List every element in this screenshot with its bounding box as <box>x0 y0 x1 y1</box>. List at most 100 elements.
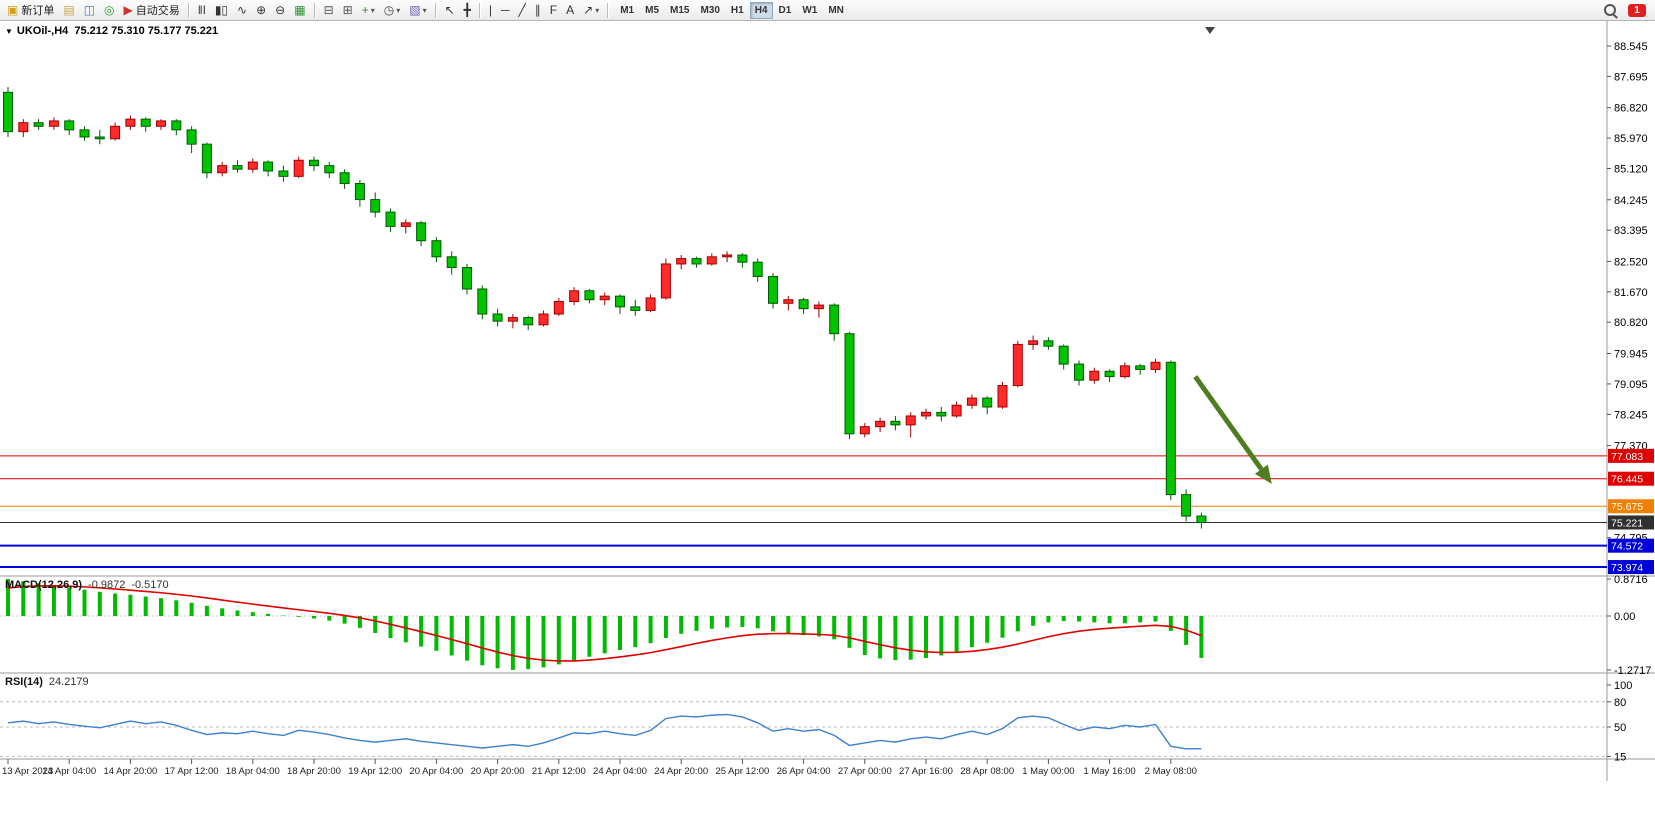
profiles-button[interactable]: ▤ <box>59 1 78 19</box>
timeframe-h4[interactable]: H4 <box>749 1 773 19</box>
toolbar-buttons: ▣ 新订单 ▤ ◫ ◎ ▶ 自动交易 ǁǀ ▮▯ ∿ ⊕ ⊖ ▦ ⊟ ⊞ + ▾ ◷ ▾ ▧ ▾ ↖ ╋ | ─ ╱ ∥ F A ↗ ▾ <box>3 1 612 19</box>
toolbar-separator <box>478 2 481 18</box>
line-chart-button[interactable]: ∿ <box>233 1 251 19</box>
svg-text:81.670: 81.670 <box>1614 287 1648 299</box>
main-chart-panel[interactable] <box>0 27 1607 569</box>
svg-text:86.820: 86.820 <box>1614 103 1648 115</box>
svg-text:1 May 16:00: 1 May 16:00 <box>1083 766 1135 777</box>
price-tag <box>1608 560 1654 575</box>
svg-text:77.083: 77.083 <box>1611 451 1643 463</box>
periods-button[interactable]: ◷ ▾ <box>380 1 405 19</box>
rsi-panel[interactable]: 100 80 50 15 <box>0 680 1632 763</box>
dropdown-caret-icon: ▾ <box>422 5 427 15</box>
candles-layer[interactable] <box>3 86 1207 529</box>
add-indicator-icon: + <box>361 3 369 17</box>
timeframe-m15[interactable]: M15 <box>665 2 694 19</box>
tile-windows-button[interactable]: ▦ <box>290 1 309 19</box>
notification-badge[interactable]: 1 <box>1628 3 1646 17</box>
zoom-in-button[interactable]: ⊕ <box>252 1 270 19</box>
macd-panel[interactable]: 0.8716 0.00 -1.2717 <box>0 574 1651 677</box>
timeframe-m1[interactable]: M1 <box>615 2 639 19</box>
auto-trading-icon: ▶ <box>123 3 133 17</box>
chart-region: 88.545 87.695 86.820 85.970 85.120 84.245 83.3… <box>0 21 1655 825</box>
toolbar-separator <box>607 2 610 18</box>
crosshair-button[interactable]: ╋ <box>460 1 475 19</box>
crosshair-icon: ╋ <box>463 3 471 17</box>
fibonacci-icon: F <box>549 3 558 17</box>
timeframe-mn[interactable]: MN <box>823 2 849 19</box>
channel-button[interactable]: ∥ <box>531 1 545 19</box>
price-tag <box>1608 515 1654 530</box>
candlestick-chart-button[interactable]: ▮▯ <box>211 1 232 19</box>
svg-text:27 Apr 16:00: 27 Apr 16:00 <box>899 766 953 777</box>
timeframe-buttons: M1 M5 M15 M30 H1 H4 D1 W1 MN <box>615 1 849 19</box>
trendline-button[interactable]: ╱ <box>515 1 530 19</box>
svg-text:17 Apr 12:00: 17 Apr 12:00 <box>165 766 219 777</box>
auto-trading-button-label: 自动交易 <box>135 5 180 17</box>
market-watch-button[interactable]: ◫ <box>80 1 99 19</box>
auto-trading-button[interactable]: ▶ 自动交易 <box>120 1 184 19</box>
price-scale[interactable]: 88.545 87.695 86.820 85.970 85.120 84.245 83.3… <box>1607 41 1654 575</box>
svg-text:18 Apr 20:00: 18 Apr 20:00 <box>287 766 341 777</box>
timeframe-w1[interactable]: W1 <box>797 2 822 19</box>
zoom-out-button[interactable]: ⊖ <box>271 1 289 19</box>
zoom-out-icon: ⊖ <box>275 3 286 17</box>
search-button[interactable] <box>1600 1 1620 19</box>
timeframe-m30[interactable]: M30 <box>695 2 724 19</box>
new-order-button[interactable]: ▣ 新订单 <box>3 1 58 19</box>
chart-canvas[interactable]: 88.545 87.695 86.820 85.970 85.120 84.245 83.3… <box>0 21 1655 825</box>
new-order-button-label: 新订单 <box>21 5 55 17</box>
svg-text:15: 15 <box>1614 751 1626 763</box>
svg-text:-1.2717: -1.2717 <box>1614 665 1651 677</box>
vertical-line-button[interactable]: | <box>485 1 496 19</box>
toolbar: ▣ 新订单 ▤ ◫ ◎ ▶ 自动交易 ǁǀ ▮▯ ∿ ⊕ ⊖ ▦ ⊟ ⊞ + ▾ ◷ ▾ ▧ ▾ ↖ ╋ | ─ ╱ ∥ F A ↗ ▾ M… <box>0 0 1655 21</box>
trend-arrow-head <box>1254 464 1272 484</box>
templates-button[interactable]: ▧ ▾ <box>405 1 430 19</box>
arrange-vertical-icon: ⊞ <box>342 3 353 17</box>
template-icon: ▧ <box>409 3 421 17</box>
arrange-horizontal-icon: ⊟ <box>323 3 334 17</box>
svg-text:24 Apr 04:00: 24 Apr 04:00 <box>593 766 647 777</box>
svg-text:18 Apr 04:00: 18 Apr 04:00 <box>226 766 280 777</box>
svg-text:27 Apr 00:00: 27 Apr 00:00 <box>838 766 892 777</box>
trendline-icon: ╱ <box>518 3 526 17</box>
chart-shift-marker-icon[interactable] <box>1205 27 1215 34</box>
svg-text:78.245: 78.245 <box>1614 409 1648 421</box>
add-indicator-button[interactable]: + ▾ <box>358 1 379 19</box>
svg-text:26 Apr 04:00: 26 Apr 04:00 <box>777 766 831 777</box>
price-tag <box>1608 538 1654 553</box>
timeframe-m5[interactable]: M5 <box>640 2 664 19</box>
svg-text:0.00: 0.00 <box>1614 611 1635 623</box>
profiles-icon: ▤ <box>63 3 75 17</box>
svg-text:88.545: 88.545 <box>1614 41 1648 53</box>
cursor-button[interactable]: ↖ <box>441 1 459 19</box>
price-tag <box>1608 499 1654 514</box>
toolbar-right: 1 <box>1600 1 1646 19</box>
toolbar-separator <box>434 2 437 18</box>
horizontal-line-button[interactable]: ─ <box>497 1 514 19</box>
toolbar-separator <box>187 2 190 18</box>
timeframe-d1[interactable]: D1 <box>774 2 797 19</box>
arrow-shapes-button[interactable]: ↗ ▾ <box>579 1 603 19</box>
timeframe-h1[interactable]: H1 <box>726 2 749 19</box>
arrange-vertical-button[interactable]: ⊞ <box>339 1 357 19</box>
text-label-button[interactable]: A <box>562 1 578 19</box>
svg-text:21 Apr 12:00: 21 Apr 12:00 <box>532 766 586 777</box>
svg-text:75.675: 75.675 <box>1611 501 1643 513</box>
price-tag <box>1608 471 1654 486</box>
bar-chart-button[interactable]: ǁǀ <box>194 1 210 19</box>
fibonacci-button[interactable]: F <box>546 1 561 19</box>
horizontal-line-icon: ─ <box>501 3 510 17</box>
arrange-horizontal-button[interactable]: ⊟ <box>320 1 338 19</box>
macd-signal-line <box>7 585 1202 662</box>
trend-arrow[interactable] <box>1193 375 1264 471</box>
candlestick-icon: ▮▯ <box>214 3 229 17</box>
dropdown-caret-icon: ▾ <box>595 5 600 15</box>
tile-windows-icon: ▦ <box>294 3 306 17</box>
data-window-button[interactable]: ◎ <box>100 1 118 19</box>
svg-text:1 May 00:00: 1 May 00:00 <box>1022 766 1074 777</box>
dropdown-caret-icon: ▾ <box>370 5 375 15</box>
svg-text:80.820: 80.820 <box>1614 317 1648 329</box>
